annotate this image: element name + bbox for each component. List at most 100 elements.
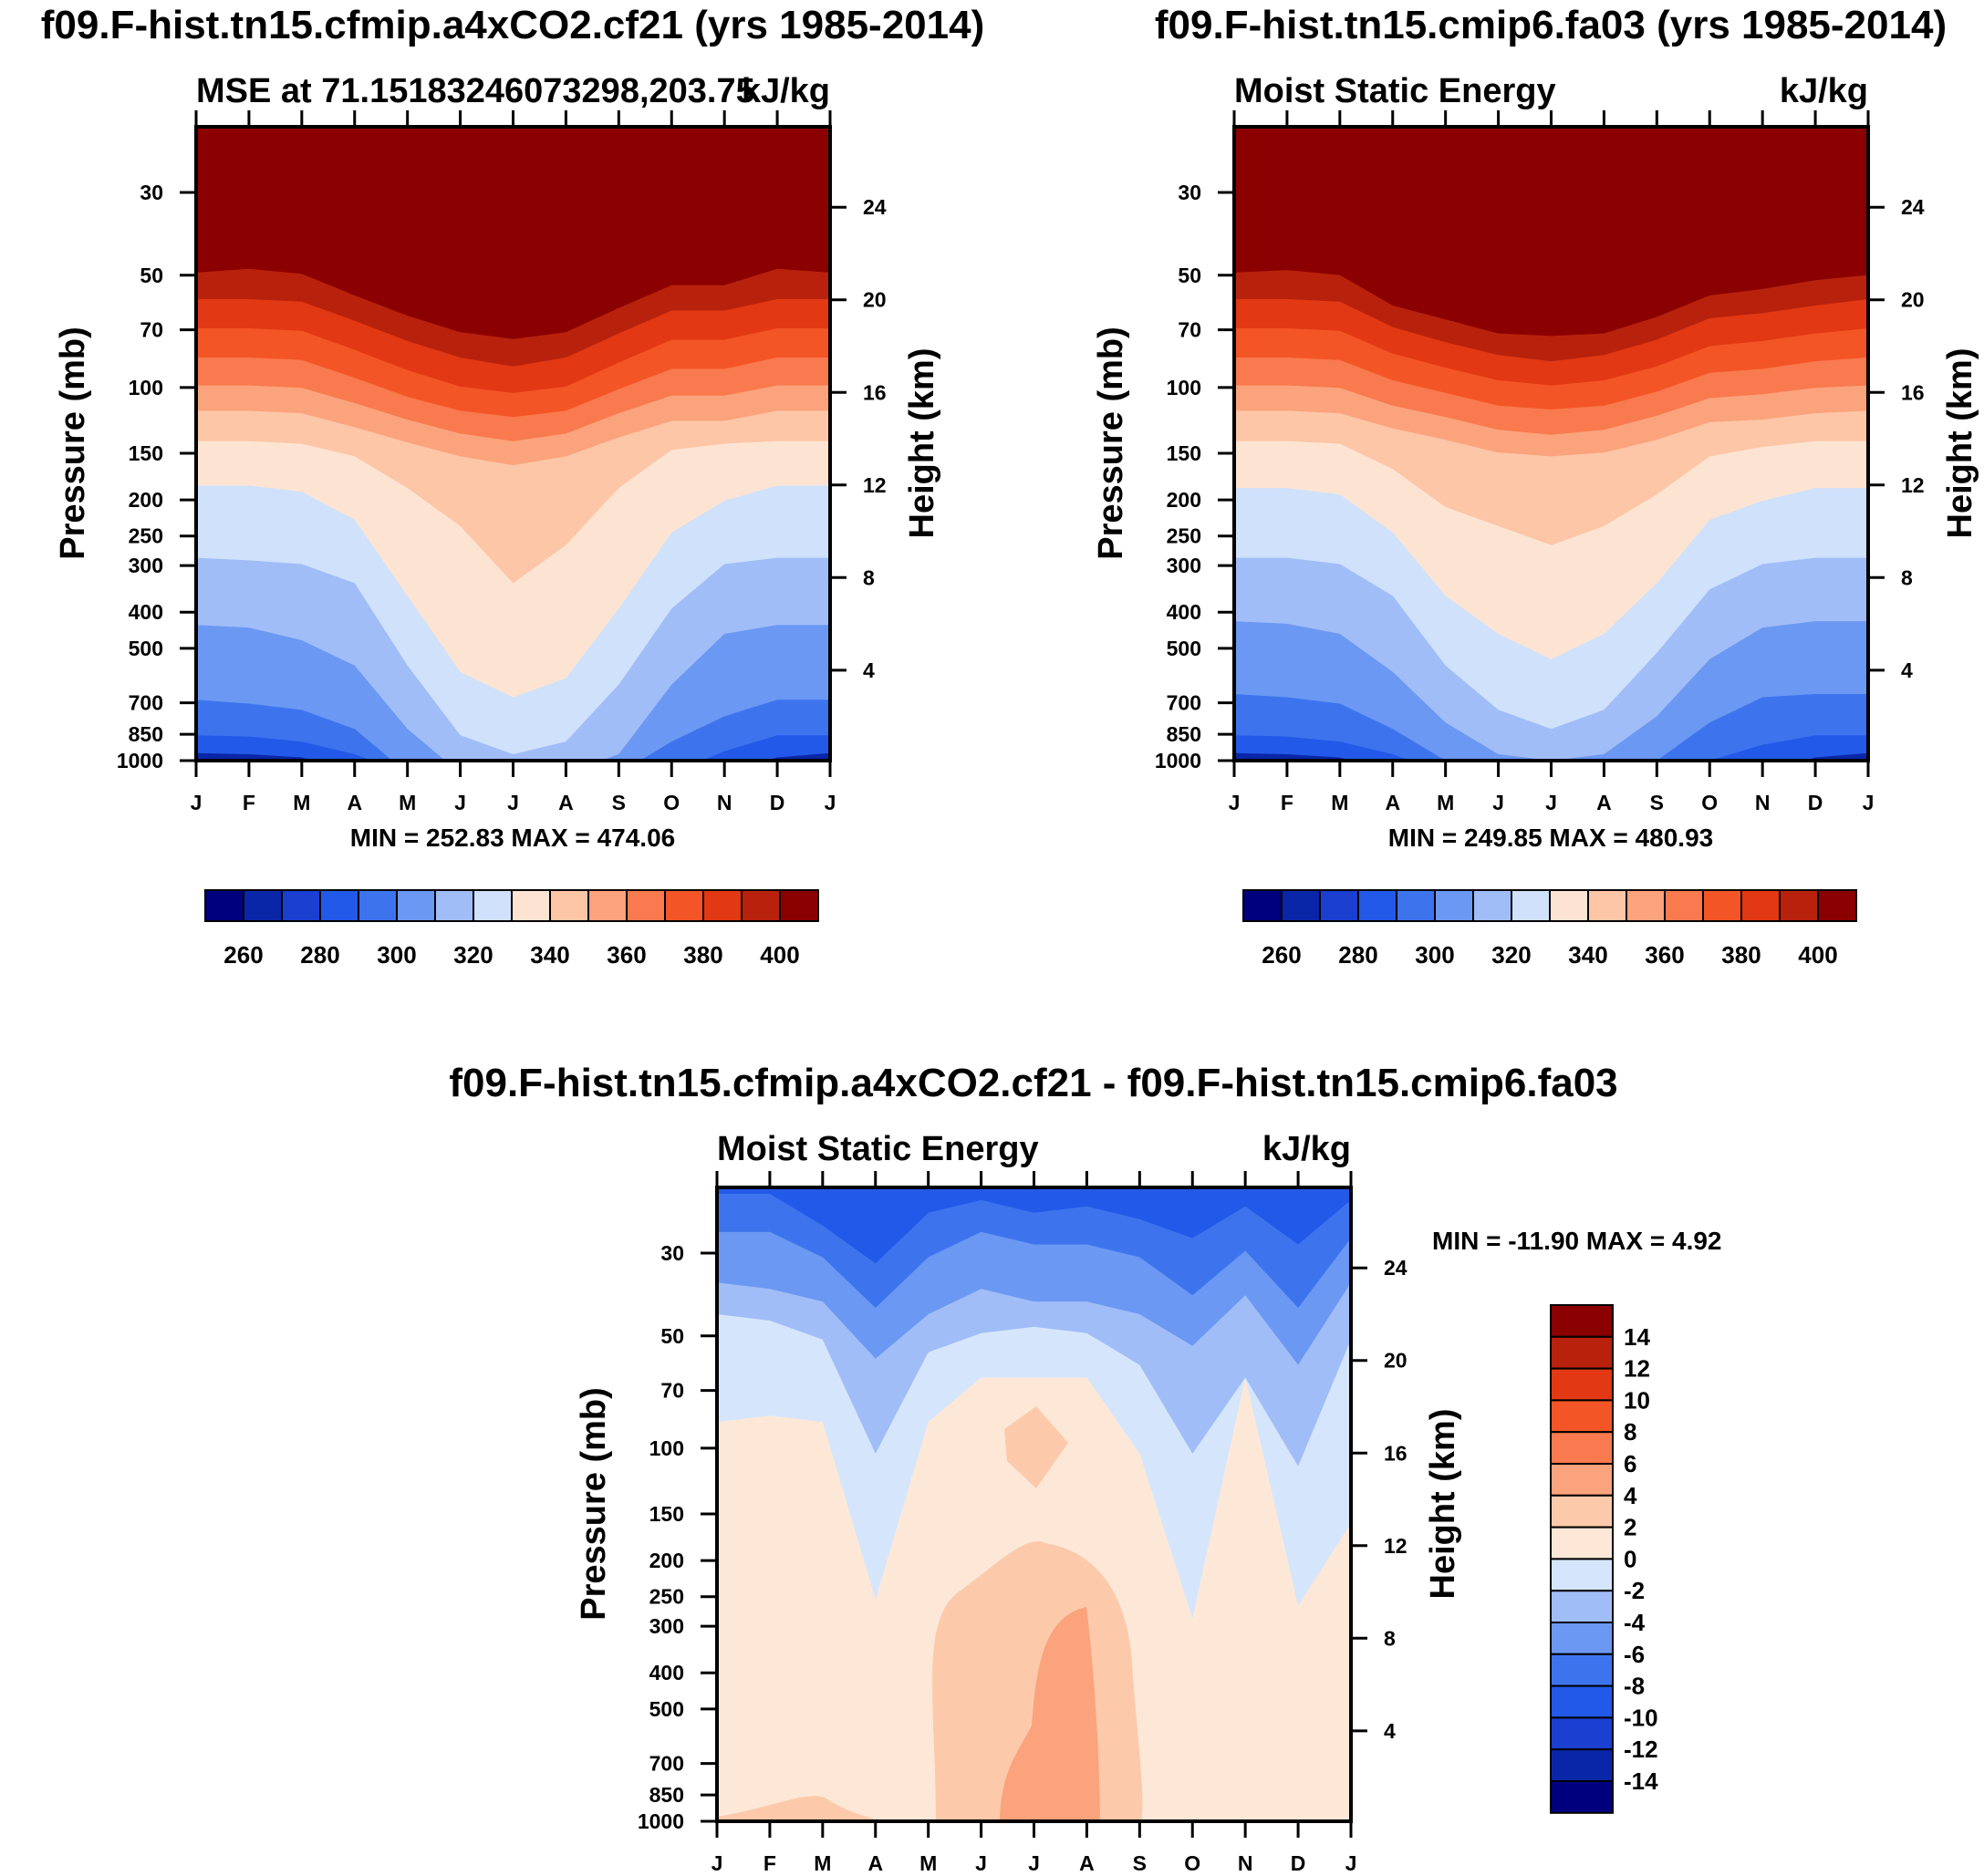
x-tick-label: A <box>347 791 362 814</box>
y2-tick-label: 24 <box>1384 1256 1407 1280</box>
y2-tick-label: 4 <box>1901 658 1913 682</box>
panel-1-subtitle-left: MSE at 71.15183246073298,203.75 <box>196 72 755 110</box>
colorbar-label: -12 <box>1624 1736 1658 1763</box>
panel-3-title: f09.F-hist.tn15.cfmip.a4xCO2.cf21 - f09.… <box>449 1061 1617 1105</box>
colorbar-swatch <box>1550 1304 1614 1338</box>
y-tick-label: 400 <box>1167 600 1201 624</box>
y2-tick-label: 16 <box>1901 380 1925 404</box>
colorbar-label: 340 <box>1568 941 1607 969</box>
colorbar-label: 340 <box>530 941 569 969</box>
colorbar-label: 300 <box>377 941 416 969</box>
contour-band <box>196 127 830 339</box>
colorbar-swatch <box>434 889 474 922</box>
x-tick-label: M <box>293 791 310 814</box>
colorbar-swatch <box>1319 889 1359 922</box>
colorbar-swatch <box>1242 889 1283 922</box>
y-tick-label: 50 <box>1178 264 1201 287</box>
y2-tick-label: 4 <box>1384 1719 1396 1743</box>
colorbar-swatch <box>702 889 743 922</box>
colorbar-swatch <box>1396 889 1436 922</box>
colorbar-label: -4 <box>1624 1609 1646 1636</box>
colorbar-swatch <box>473 889 513 922</box>
x-tick-label: J <box>825 791 836 814</box>
y-tick-label: 300 <box>1167 554 1201 577</box>
y2-tick-label: 24 <box>863 195 887 219</box>
y-tick-label: 700 <box>1167 691 1201 715</box>
y-tick-label: 100 <box>649 1436 684 1460</box>
colorbar-swatch <box>1550 1463 1614 1497</box>
y-tick-label: 100 <box>129 376 163 399</box>
contour-band <box>1004 1406 1068 1488</box>
panel-2: f09.F-hist.tn15.cmip6.fa03 (yrs 1985-201… <box>1092 3 1979 969</box>
y-tick-label: 500 <box>129 637 163 660</box>
colorbar-swatch <box>1550 1399 1614 1434</box>
y-tick-label: 150 <box>649 1502 684 1526</box>
colorbar-label: 300 <box>1415 941 1454 969</box>
x-tick-label: A <box>558 791 574 814</box>
y-tick-label: 50 <box>660 1324 684 1348</box>
x-tick-label: J <box>975 1851 987 1875</box>
colorbar-swatch <box>1550 1526 1614 1560</box>
y-tick-label: 100 <box>1167 376 1201 399</box>
panel-3-y-axis-label: Pressure (mb) <box>575 1387 613 1621</box>
y-tick-label: 30 <box>660 1241 684 1265</box>
y-tick-label: 400 <box>129 600 163 624</box>
colorbar-label: -2 <box>1624 1577 1645 1604</box>
panel-3-ticks: J F M A M J J A S O N D J 30 50 70 100 150 200 250 300 400 500… <box>638 1171 1407 1875</box>
panel-2-y-axis-label: Pressure (mb) <box>1092 326 1130 560</box>
colorbar-swatch <box>1472 889 1512 922</box>
colorbar-swatch <box>1550 1590 1614 1623</box>
x-tick-label: M <box>1331 791 1348 814</box>
y2-tick-label: 20 <box>863 288 887 312</box>
colorbar-label: 6 <box>1624 1450 1636 1477</box>
panel-3-y2-axis-label: Height (km) <box>1424 1409 1462 1600</box>
colorbar-swatch <box>1550 1748 1614 1782</box>
x-tick-label: J <box>1229 791 1241 814</box>
x-tick-label: D <box>1291 1851 1306 1875</box>
y-tick-label: 200 <box>1167 488 1201 512</box>
x-tick-label: D <box>770 791 785 814</box>
y-tick-label: 300 <box>129 554 163 577</box>
panel-2-min-max: MIN = 249.85 MAX = 480.93 <box>1388 824 1713 852</box>
y-tick-label: 150 <box>1167 441 1201 465</box>
colorbar-label: -6 <box>1624 1641 1645 1668</box>
panel-1-y-axis-label: Pressure (mb) <box>54 326 92 560</box>
colorbar-swatch <box>779 889 819 922</box>
x-tick-label: J <box>1492 791 1504 814</box>
y-tick-label: 500 <box>649 1697 684 1721</box>
contour-band <box>717 1796 884 1821</box>
colorbar-swatch <box>1702 889 1742 922</box>
x-tick-label: S <box>612 791 626 814</box>
panel-1-contour-fill <box>196 127 830 761</box>
panel-2-colorbar: 260 280 300 320 340 360 380 400 <box>1242 889 1857 969</box>
colorbar-swatch <box>1357 889 1397 922</box>
x-tick-label: J <box>191 791 203 814</box>
y-tick-label: 300 <box>649 1614 684 1638</box>
panel-3-contour-fill <box>717 1187 1351 1821</box>
colorbar-label: 14 <box>1624 1323 1650 1351</box>
x-tick-label: J <box>712 1851 723 1875</box>
colorbar-swatch <box>1550 1558 1614 1592</box>
x-tick-label: M <box>919 1851 937 1875</box>
colorbar-swatch <box>1550 1494 1614 1529</box>
panel-1-y2-axis-label: Height (km) <box>903 348 941 539</box>
y-tick-label: 150 <box>129 441 163 465</box>
panel-3: f09.F-hist.tn15.cfmip.a4xCO2.cf21 - f09.… <box>449 1061 1721 1875</box>
y-tick-label: 250 <box>649 1585 684 1609</box>
y2-tick-label: 4 <box>863 658 875 682</box>
x-tick-label: S <box>1650 791 1664 814</box>
y-tick-label: 850 <box>649 1783 684 1807</box>
x-tick-label: J <box>507 791 519 814</box>
panel-2-ticks: J F M A M J J A S O N D J 30 50 70 100 150 200 250 300 400 500… <box>1155 110 1925 814</box>
colorbar-label: 4 <box>1624 1482 1637 1509</box>
colorbar-swatch <box>1550 1335 1614 1370</box>
colorbar-label: 400 <box>1798 941 1837 969</box>
colorbar-label: 8 <box>1624 1418 1636 1446</box>
panel-3-subtitle-right: kJ/kg <box>1262 1130 1351 1168</box>
colorbar-swatch <box>1550 1653 1614 1687</box>
colorbar-label: 320 <box>453 941 493 969</box>
x-tick-label: D <box>1808 791 1823 814</box>
colorbar-label: 280 <box>1338 941 1377 969</box>
x-tick-label: M <box>1437 791 1454 814</box>
